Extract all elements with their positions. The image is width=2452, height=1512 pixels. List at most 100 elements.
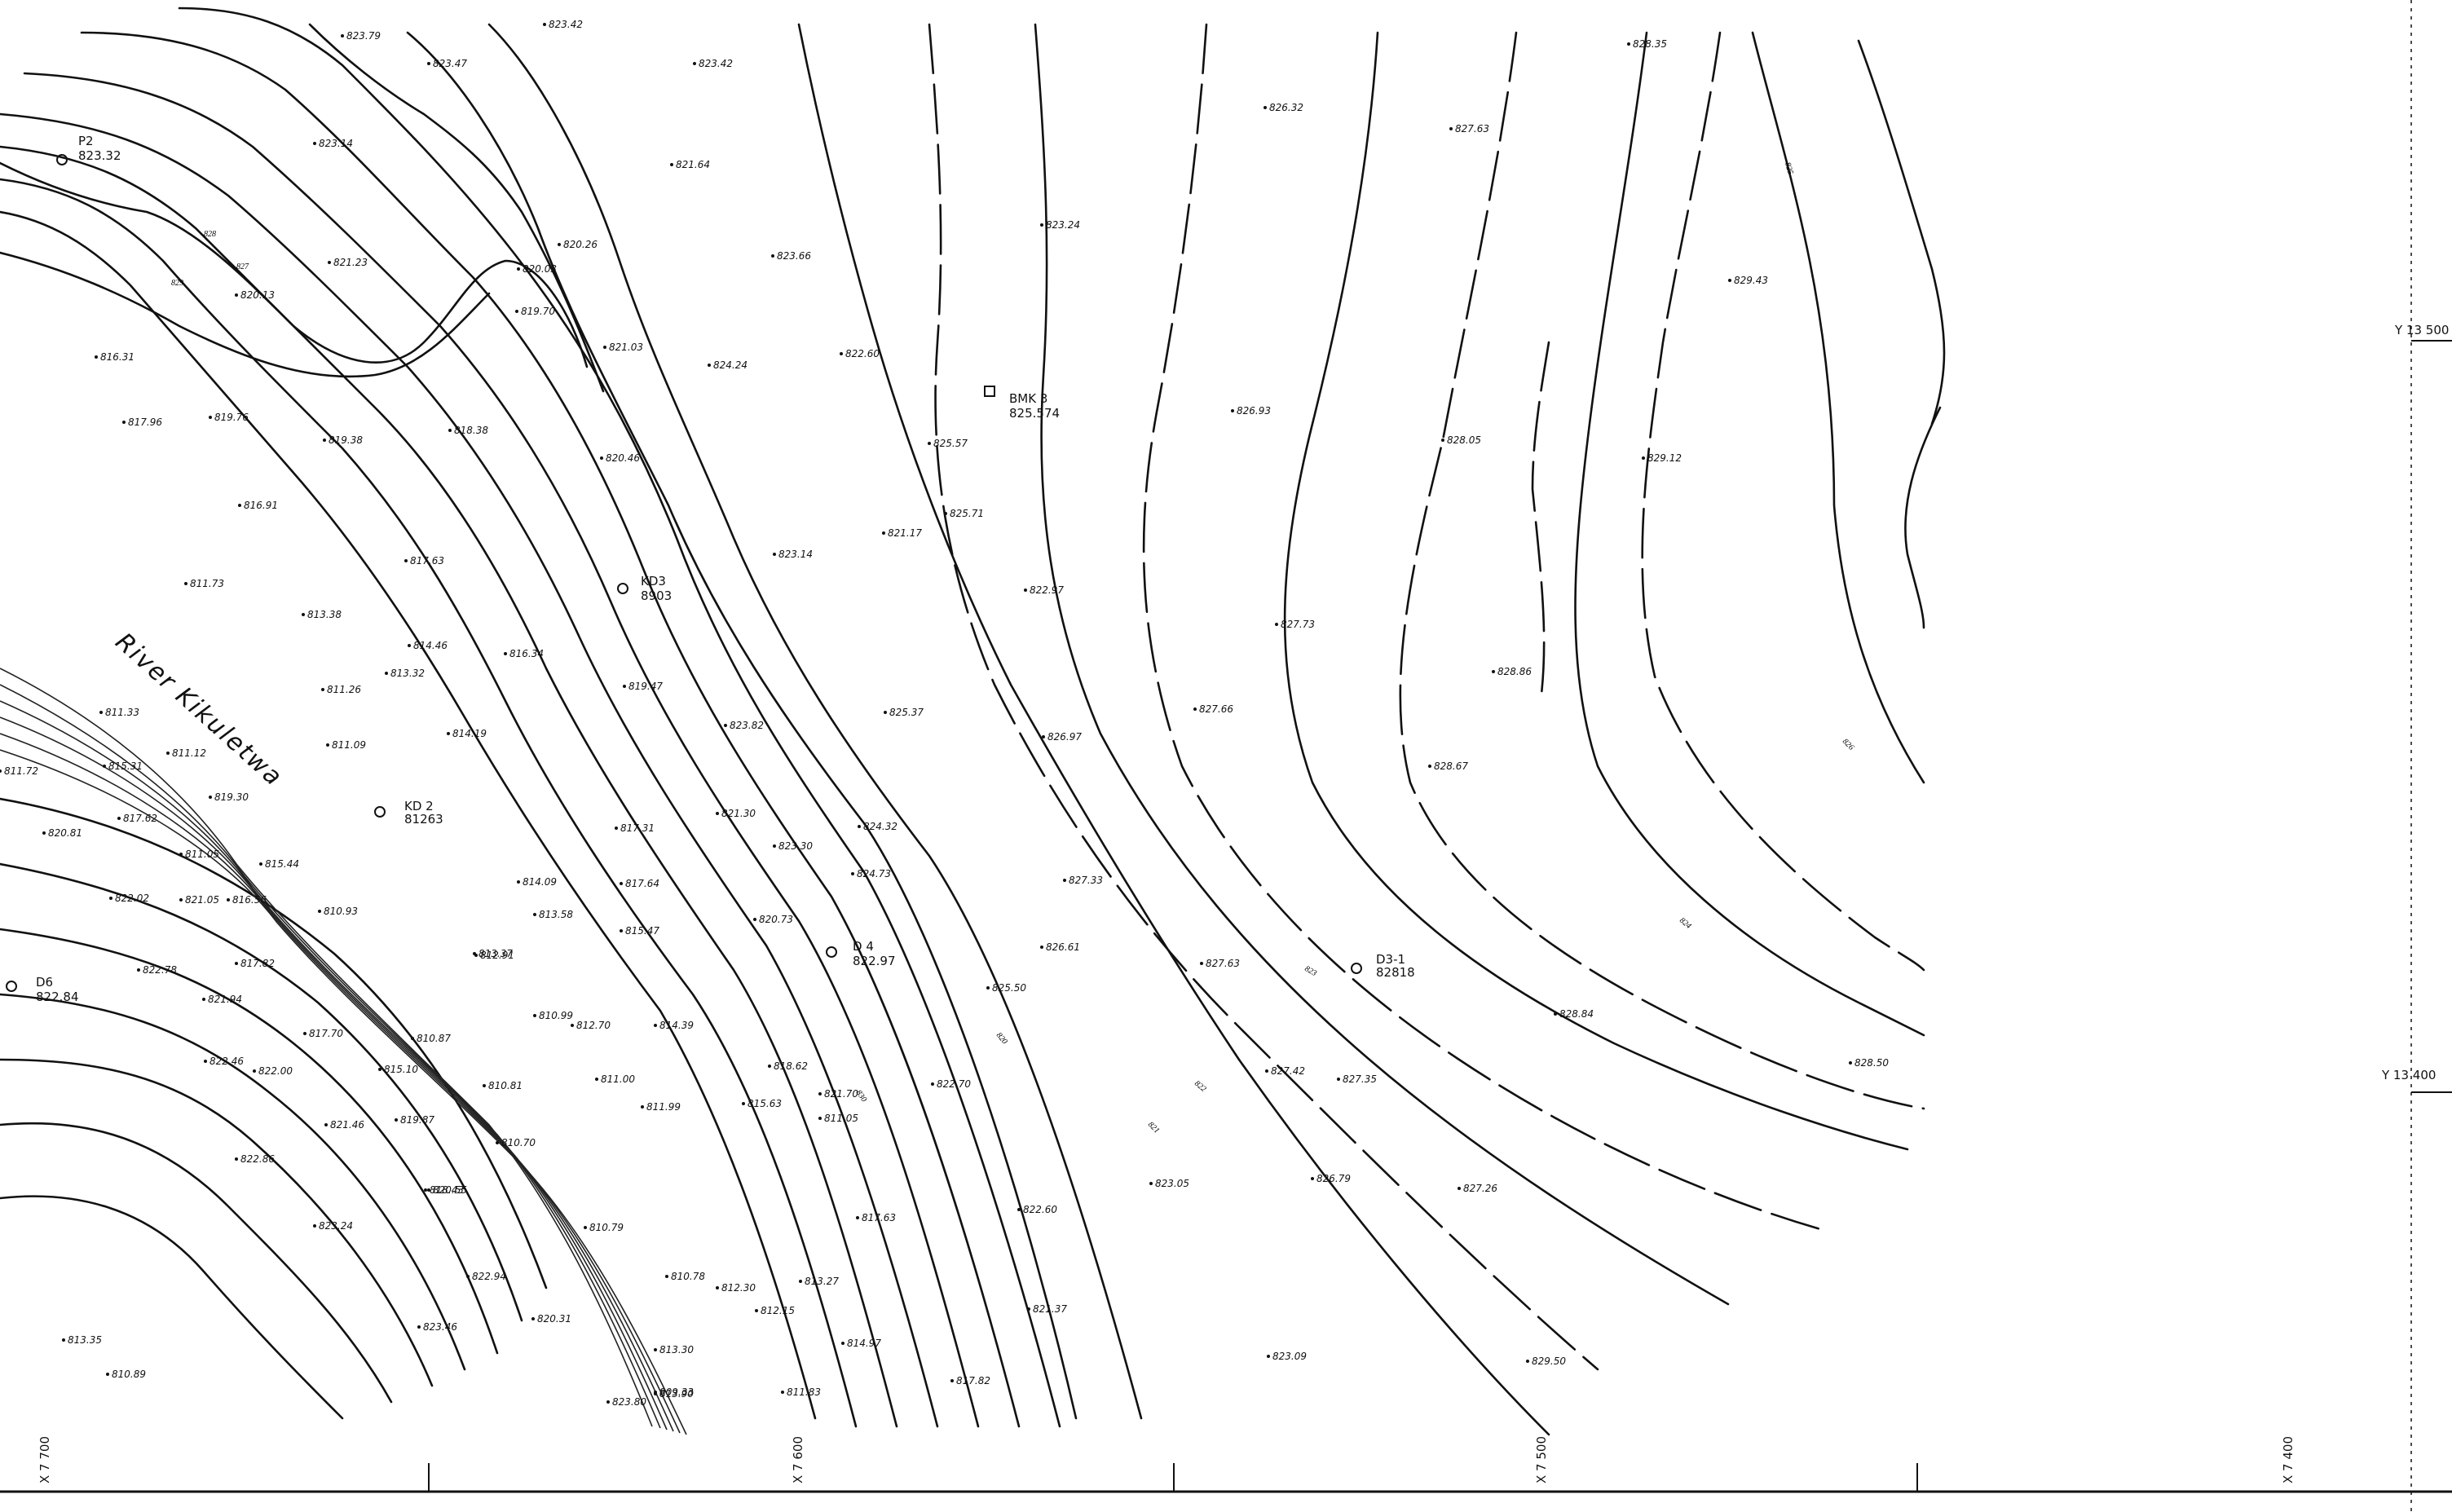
spot-height-value: 827.66 — [1199, 703, 1233, 715]
spot-height: 820.81 — [42, 827, 82, 839]
spot-height-value: 815.63 — [748, 1098, 782, 1109]
spot-dot-icon — [1728, 279, 1731, 282]
spot-height: 828.05 — [1441, 434, 1481, 446]
spot-dot-icon — [227, 898, 230, 901]
spot-dot-icon — [238, 504, 241, 507]
spot-height-value: 811.05 — [185, 849, 219, 860]
spot-height: 813.30 — [654, 1344, 694, 1356]
spot-dot-icon — [1042, 735, 1045, 738]
spot-height: 813.32 — [385, 668, 425, 679]
spot-dot-icon — [235, 293, 238, 297]
spot-height-value: 818.62 — [774, 1060, 808, 1072]
spot-height-value: 827.33 — [1069, 875, 1103, 886]
spot-height-value: 827.35 — [1343, 1073, 1377, 1085]
spot-dot-icon — [179, 853, 183, 856]
spot-height-value: 819.38 — [329, 434, 363, 446]
spot-dot-icon — [1027, 1307, 1030, 1311]
spot-height-value: 822.86 — [240, 1153, 275, 1165]
spot-dot-icon — [600, 456, 603, 460]
spot-height: 816.56 — [227, 894, 267, 906]
spot-height: 823.24 — [313, 1220, 353, 1232]
spot-dot-icon — [858, 825, 861, 828]
spot-dot-icon — [326, 743, 329, 747]
station-marker-icon — [826, 946, 837, 958]
spot-dot-icon — [773, 553, 776, 556]
spot-height: 821.64 — [670, 159, 710, 170]
spot-height-value: 811.09 — [332, 739, 366, 751]
spot-height-value: 820.81 — [48, 827, 82, 839]
spot-height-value: 820.13 — [240, 289, 275, 301]
spot-height: 819.38 — [323, 434, 363, 446]
station-bmk3: BMK 3 825.574 — [984, 386, 1060, 421]
spot-dot-icon — [303, 1032, 306, 1035]
spot-height-value: 813.35 — [68, 1334, 102, 1346]
spot-dot-icon — [584, 1226, 587, 1229]
spot-height: 823.05 — [1149, 1178, 1189, 1189]
spot-height-value: 826.93 — [1237, 405, 1271, 417]
spot-height: 817.31 — [615, 822, 655, 834]
spot-height: 811.12 — [166, 747, 206, 759]
spot-height-value: 816.91 — [244, 500, 278, 511]
grid-labels: X 7 700 X 7 600 X 7 500 X 7 400 Y 13 500… — [37, 323, 2449, 1483]
spot-height-value: 823.47 — [433, 58, 467, 69]
spot-height-value: 821.17 — [888, 527, 922, 539]
spot-height-value: 817.82 — [956, 1375, 990, 1386]
spot-dot-icon — [209, 416, 212, 419]
spot-height-value: 824.73 — [857, 868, 891, 879]
spot-height: 823.47 — [427, 58, 467, 69]
spot-height-value: 828.67 — [1434, 760, 1468, 772]
station-elevation: 8903 — [641, 588, 672, 603]
spot-height: 819.87 — [395, 1114, 434, 1126]
spot-height-value: 823.24 — [319, 1220, 353, 1232]
spot-dot-icon — [62, 1338, 65, 1342]
spot-height: 823.14 — [313, 138, 353, 149]
spot-dot-icon — [533, 913, 536, 916]
spot-dot-icon — [378, 1068, 381, 1071]
station-kd3: KD3 8903 — [617, 574, 672, 603]
spot-height: 810.70 — [496, 1137, 536, 1148]
spot-height-value: 820.03 — [523, 263, 557, 275]
spot-height-value: 829.50 — [1532, 1356, 1566, 1367]
spot-height-value: 823.05 — [1155, 1178, 1189, 1189]
spot-height-value: 810.99 — [539, 1010, 573, 1021]
spot-height: 815.63 — [742, 1098, 782, 1109]
spot-height: 829.12 — [1642, 452, 1682, 464]
spot-height-value: 821.23 — [333, 257, 368, 268]
spot-height-value: 817.31 — [620, 822, 655, 834]
spot-height: 810.93 — [318, 906, 358, 917]
spot-height: 811.05 — [818, 1113, 858, 1124]
spot-dot-icon — [1040, 223, 1043, 227]
spot-height: 824.32 — [858, 821, 897, 832]
contours-west — [0, 797, 548, 1420]
spot-height-value: 813.30 — [659, 1344, 694, 1356]
spot-dot-icon — [253, 1069, 256, 1073]
grid-x-label: X 7 600 — [791, 1436, 805, 1483]
spot-height-value: 827.63 — [1206, 958, 1240, 969]
spot-dot-icon — [1627, 42, 1630, 46]
spot-dot-icon — [323, 439, 326, 442]
spot-dot-icon — [517, 267, 520, 271]
spot-height: 822.02 — [109, 893, 149, 904]
spot-dot-icon — [571, 1024, 574, 1027]
spot-height: 823.80 — [606, 1396, 646, 1408]
spot-height: 823.79 — [341, 30, 381, 42]
spot-height: 812.70 — [571, 1020, 611, 1031]
spot-height-value: 811.12 — [172, 747, 206, 759]
spot-height-value: 822.46 — [209, 1056, 244, 1067]
spot-height: 824.24 — [708, 359, 748, 371]
spot-height-value: 824.32 — [863, 821, 897, 832]
spot-height: 822.86 — [235, 1153, 275, 1165]
spot-height: 811.72 — [0, 765, 38, 777]
spot-height: 820.55 — [427, 1184, 467, 1196]
spot-height: 823.09 — [1267, 1351, 1307, 1362]
spot-height: 827.63 — [1200, 958, 1240, 969]
spot-height: 820.03 — [517, 263, 557, 275]
spot-dot-icon — [944, 512, 947, 515]
spot-height: 824.73 — [851, 868, 891, 879]
spot-height: 823.30 — [773, 840, 813, 852]
spot-dot-icon — [716, 812, 719, 815]
spot-height: 822.46 — [204, 1056, 244, 1067]
spot-height-value: 818.43 — [430, 1184, 464, 1196]
spot-height-value: 823.42 — [549, 19, 583, 30]
spot-dot-icon — [1265, 1069, 1268, 1073]
